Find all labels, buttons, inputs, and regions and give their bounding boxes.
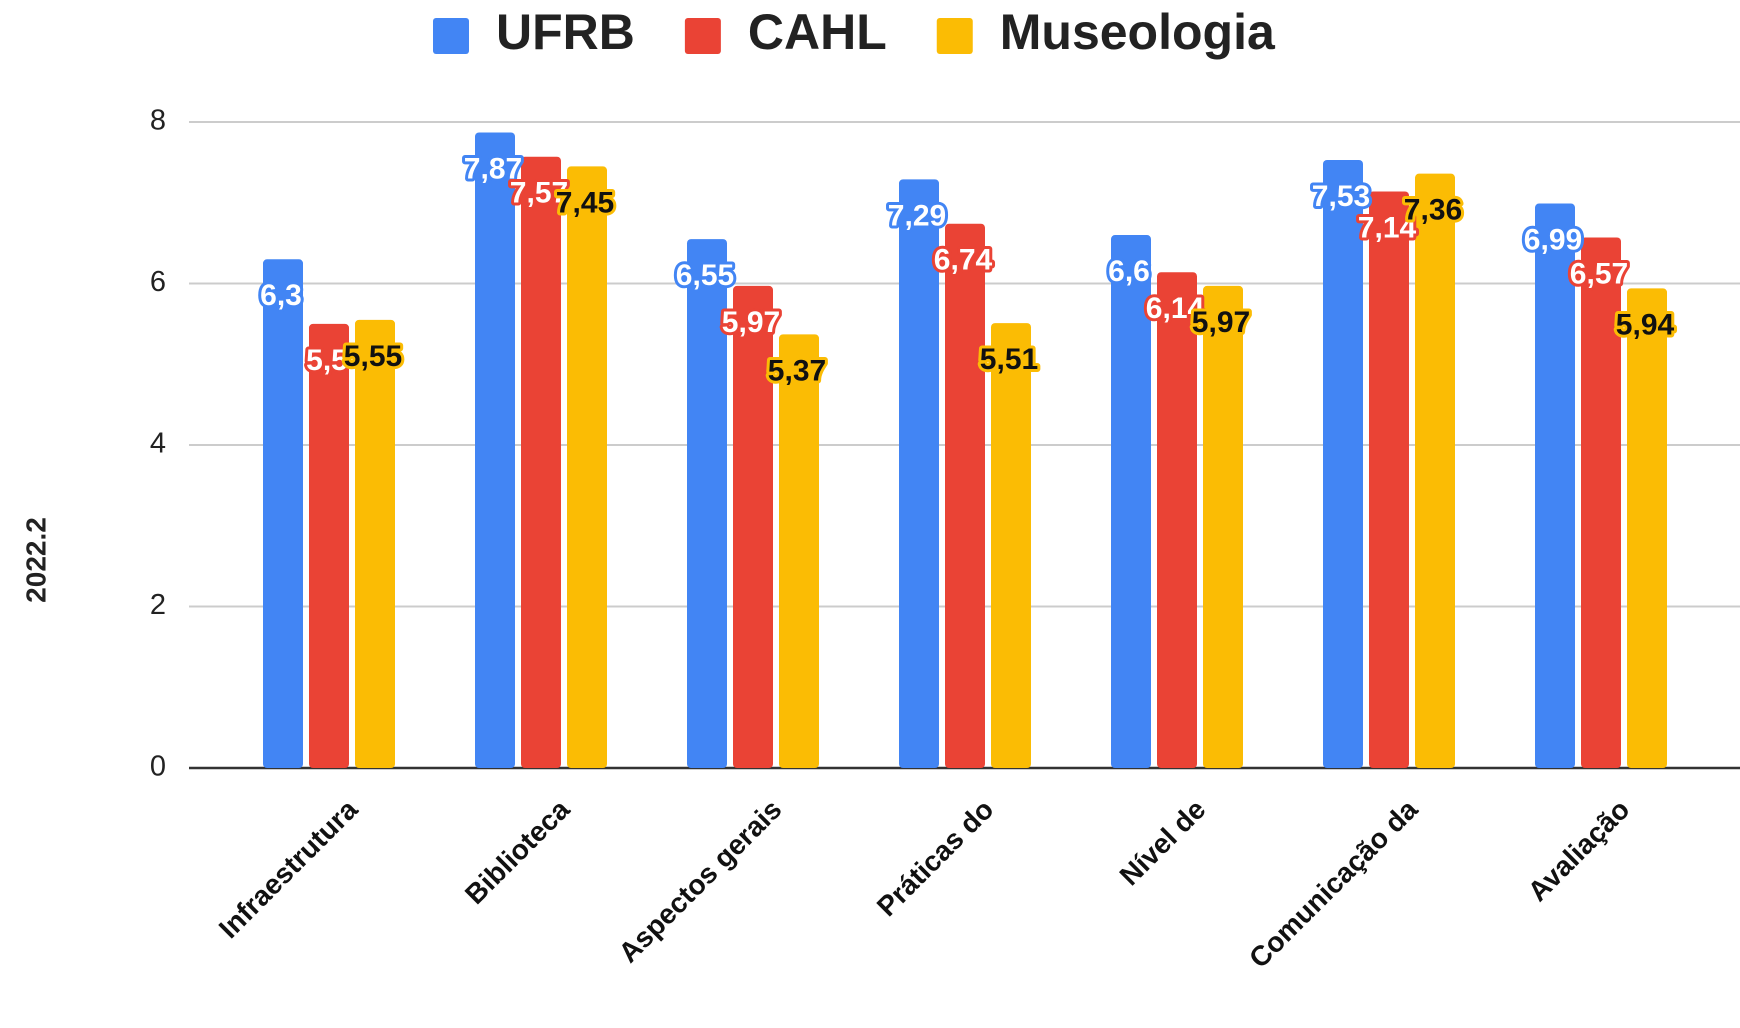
value-label: 7,29 xyxy=(888,199,946,232)
bar xyxy=(1627,288,1667,768)
y-tick-label: 2 xyxy=(150,589,166,621)
bar xyxy=(899,179,939,768)
value-label: 5,51 xyxy=(980,343,1038,376)
legend-label: CAHL xyxy=(748,4,887,60)
x-tick-label: Aspectos gerais xyxy=(613,794,788,969)
bar xyxy=(1535,203,1575,768)
bar xyxy=(263,259,303,768)
bar xyxy=(1369,191,1409,768)
legend-swatch xyxy=(433,18,469,54)
legend-swatch xyxy=(936,18,973,54)
x-tick-label: Biblioteca xyxy=(459,793,576,910)
bar xyxy=(1323,159,1363,768)
bar xyxy=(1415,173,1455,768)
legend-swatch xyxy=(684,18,721,54)
bar xyxy=(991,323,1031,768)
bar xyxy=(1157,272,1197,768)
value-label: 7,53 xyxy=(1312,180,1370,213)
value-label: 5,97 xyxy=(722,306,780,339)
value-label: 6,14 xyxy=(1146,292,1205,325)
value-label: 6,57 xyxy=(1570,257,1628,290)
x-tick-label: Avaliação xyxy=(1522,794,1636,908)
value-label: 7,36 xyxy=(1404,194,1462,227)
y-axis-label: 2022.2 xyxy=(20,517,51,603)
value-label: 5,37 xyxy=(768,354,826,387)
bar xyxy=(1203,285,1243,768)
bar xyxy=(475,132,515,768)
value-label: 7,14 xyxy=(1358,211,1417,244)
value-label: 7,45 xyxy=(556,186,614,219)
value-label: 6,55 xyxy=(676,259,734,292)
value-label: 6,74 xyxy=(934,244,993,277)
bar xyxy=(687,239,727,768)
y-tick-label: 4 xyxy=(150,428,166,460)
bar xyxy=(1581,237,1621,768)
value-label: 6,99 xyxy=(1524,223,1582,256)
bar xyxy=(733,285,773,768)
bar xyxy=(309,323,349,768)
y-tick-label: 8 xyxy=(150,105,166,137)
value-label: 5,97 xyxy=(1192,306,1250,339)
bar xyxy=(355,319,395,768)
value-label: 7,87 xyxy=(464,152,522,185)
value-label: 5,94 xyxy=(1616,308,1675,341)
x-tick-label: Práticas do xyxy=(871,794,1000,923)
bar xyxy=(1111,235,1151,769)
value-label: 6,6 xyxy=(1108,255,1150,288)
y-tick-label: 0 xyxy=(150,751,166,783)
y-tick-label: 6 xyxy=(150,266,166,298)
bar xyxy=(945,223,985,768)
legend-label: Museologia xyxy=(1000,4,1276,60)
value-label: 6,3 xyxy=(260,279,302,312)
value-label: 5,5 xyxy=(306,344,348,377)
bar xyxy=(567,166,607,769)
value-label: 5,55 xyxy=(344,340,402,373)
x-tick-label: Infraestrutura xyxy=(213,793,364,944)
bar xyxy=(779,334,819,768)
value-label: 7,57 xyxy=(510,177,568,210)
bar xyxy=(521,156,561,768)
x-tick-label: Nível de xyxy=(1114,794,1212,892)
x-tick-label: Comunicação da xyxy=(1243,793,1424,974)
legend-label: UFRB xyxy=(496,4,635,60)
